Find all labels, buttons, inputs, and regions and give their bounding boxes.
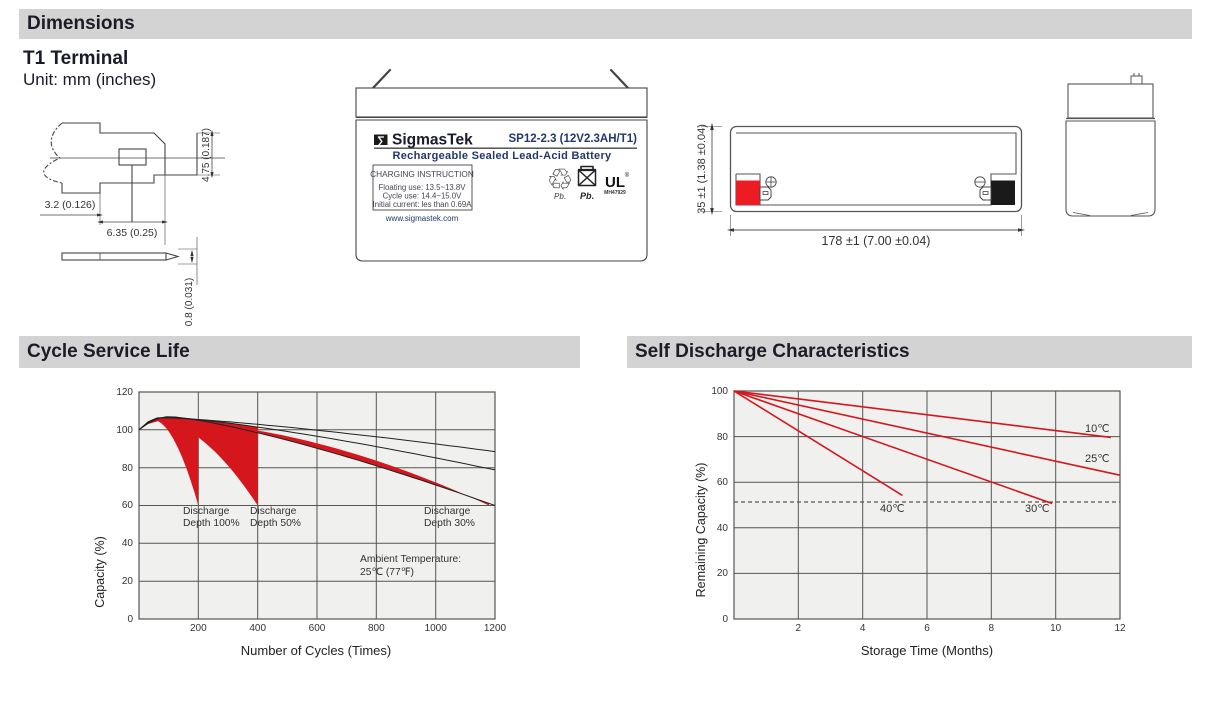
svg-text:6: 6	[924, 623, 930, 634]
svg-text:80: 80	[717, 432, 729, 443]
svg-text:12: 12	[1114, 623, 1126, 634]
svg-text:25℃: 25℃	[1085, 453, 1110, 465]
svg-text:40℃: 40℃	[880, 503, 905, 515]
svg-text:Remaining Capacity (%): Remaining Capacity (%)	[694, 463, 708, 598]
svg-text:Storage Time (Months): Storage Time (Months)	[861, 643, 993, 658]
svg-text:2: 2	[796, 623, 802, 634]
svg-text:10℃: 10℃	[1085, 423, 1110, 435]
svg-text:60: 60	[717, 477, 729, 488]
svg-text:100: 100	[711, 386, 728, 397]
svg-text:40: 40	[717, 523, 729, 534]
svg-text:20: 20	[717, 568, 729, 579]
svg-text:30℃: 30℃	[1025, 503, 1050, 515]
svg-text:4: 4	[860, 623, 866, 634]
svg-text:0: 0	[722, 614, 728, 625]
svg-text:8: 8	[989, 623, 995, 634]
svg-text:10: 10	[1050, 623, 1062, 634]
